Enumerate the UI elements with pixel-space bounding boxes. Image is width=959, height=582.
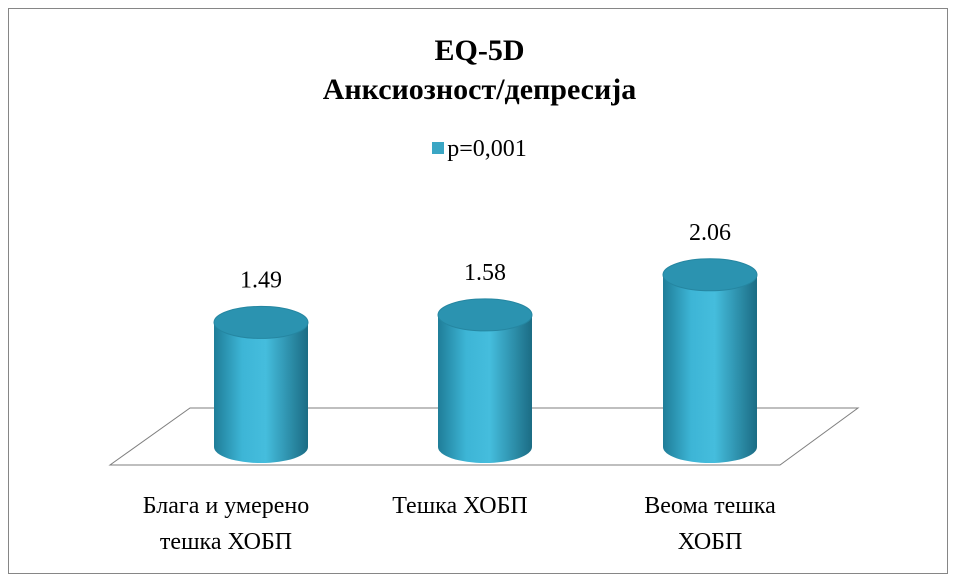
category-label-line: тешка ХОБП — [160, 529, 292, 555]
category-label-line: Блага и умерено — [143, 493, 309, 519]
data-label-1: 1.49 — [240, 267, 282, 293]
bar-3 — [662, 258, 758, 463]
bar-1 — [213, 305, 309, 463]
data-label-2: 1.58 — [464, 260, 506, 286]
category-label-2: Тешка ХОБП — [392, 493, 527, 519]
chart-title-line-1: EQ-5D — [434, 34, 525, 67]
chart-title-line-2: Анксиозност/депресија — [322, 73, 637, 106]
data-label-3: 2.06 — [689, 220, 731, 246]
bar-top — [213, 305, 309, 339]
chart-frame — [8, 8, 948, 574]
bar-body — [214, 322, 308, 463]
bar-body — [663, 274, 757, 463]
legend-label: p=0,001 — [447, 136, 527, 162]
bar-top — [662, 258, 758, 292]
category-label-line: Тешка ХОБП — [392, 493, 527, 519]
legend: p=0,001 — [0, 136, 959, 163]
bar-top — [437, 298, 533, 332]
category-label-line: Веома тешка — [644, 493, 776, 519]
category-label-1: Блага и умерено тешка ХОБП — [143, 493, 309, 555]
legend-swatch — [432, 142, 445, 154]
category-label-line: ХОБП — [678, 529, 743, 555]
category-label-3: Веома тешка ХОБП — [644, 493, 776, 555]
bar-2 — [437, 298, 533, 463]
bar-body — [438, 314, 532, 463]
